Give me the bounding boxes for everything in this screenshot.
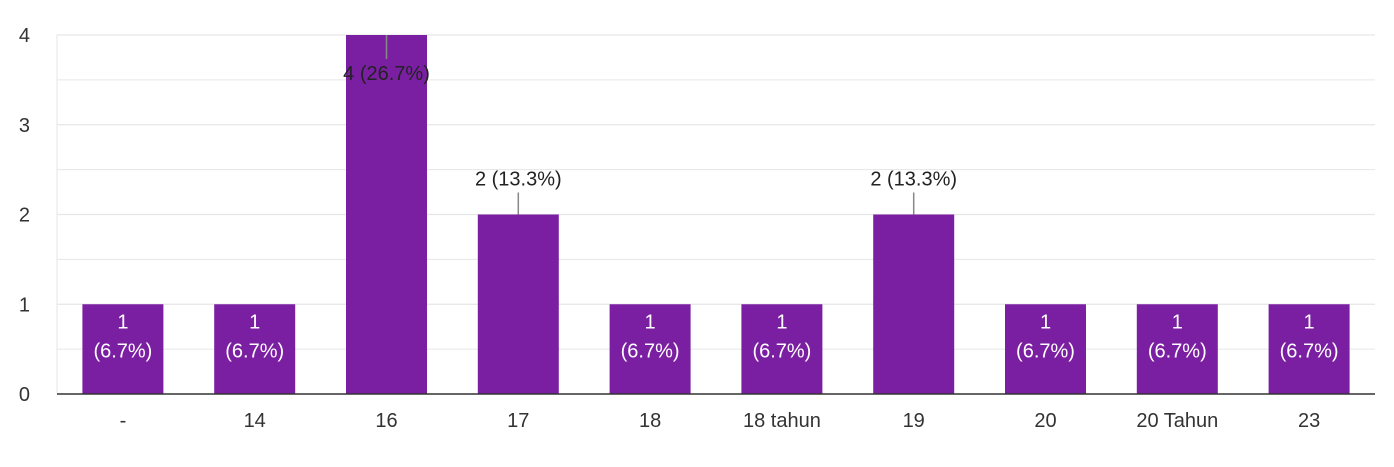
y-tick-label: 2 — [19, 205, 30, 227]
y-tick-label: 4 — [19, 25, 30, 47]
bar — [1136, 304, 1218, 394]
bar — [741, 304, 823, 394]
data-label: 2 (13.3%) — [475, 169, 562, 191]
data-label: 2 (13.3%) — [870, 169, 957, 191]
bars — [82, 35, 1350, 394]
bar — [1268, 304, 1350, 394]
bar — [609, 304, 691, 394]
x-tick-label: 23 — [1298, 410, 1320, 432]
data-label: 1 (6.7%) — [1148, 311, 1207, 362]
bar — [1005, 304, 1086, 394]
x-tick-label: 17 — [507, 410, 529, 432]
x-tick-label: 19 — [903, 410, 925, 432]
data-label: 1 (6.7%) — [93, 311, 152, 362]
x-tick-label: - — [120, 410, 127, 432]
data-label: 1 (6.7%) — [752, 311, 811, 362]
x-tick-label: 16 — [375, 410, 397, 432]
x-tick-label: 18 tahun — [743, 410, 821, 432]
bar — [873, 214, 955, 394]
x-tick-label: 20 — [1034, 410, 1056, 432]
x-axis-ticks: - 14 16 17 18 18 tahun 19 20 20 Tahun 23 — [120, 410, 1321, 432]
bar — [82, 304, 164, 394]
y-tick-label: 0 — [19, 384, 30, 406]
data-label: 1 (6.7%) — [1016, 311, 1075, 362]
data-label: 1 (6.7%) — [225, 311, 284, 362]
y-axis-ticks: 0 1 2 3 4 — [19, 25, 30, 406]
data-labels: 1 (6.7%) 1 (6.7%) 4 (26.7%) 2 (13.3%) 1 (6.7%) 1… — [93, 35, 1339, 362]
y-tick-label: 1 — [19, 294, 30, 316]
data-label: 4 (26.7%) — [343, 63, 430, 85]
bar — [477, 214, 559, 394]
x-tick-label: 14 — [244, 410, 266, 432]
data-label: 1 (6.7%) — [1280, 311, 1339, 362]
bar — [214, 304, 296, 394]
bar — [346, 35, 427, 394]
data-label: 1 (6.7%) — [621, 311, 680, 362]
x-tick-label: 20 Tahun — [1136, 410, 1218, 432]
x-tick-label: 18 — [639, 410, 661, 432]
y-tick-label: 3 — [19, 115, 30, 137]
